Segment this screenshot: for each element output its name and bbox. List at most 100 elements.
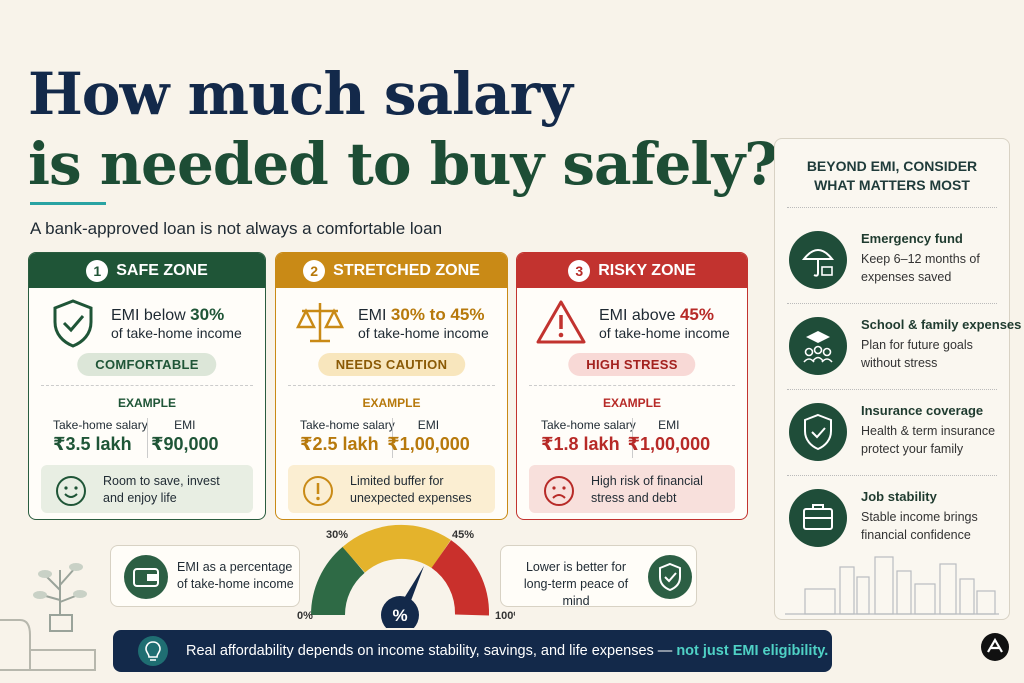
- zone-icon-wrap: [535, 297, 587, 354]
- divider: [632, 418, 633, 458]
- wallet-icon: [124, 555, 168, 599]
- zone-number: 1: [86, 259, 109, 282]
- gauge-stretched: [342, 524, 451, 574]
- divider: [391, 418, 393, 458]
- banner-highlight: not just EMI eligibility.: [676, 643, 829, 659]
- note-icon: [56, 476, 86, 506]
- gauge-label: 30%: [326, 529, 348, 541]
- zone-card: 3 RISKY ZONE EMI above 45% of take-home i…: [516, 252, 748, 520]
- zone-note: Limited buffer for unexpected expenses: [288, 465, 495, 513]
- zone-badge: COMFORTABLE: [77, 353, 217, 376]
- example-label: EXAMPLE: [602, 396, 661, 410]
- emi-label: EMI: [658, 418, 680, 432]
- zone-icon: [295, 303, 345, 343]
- gauge-label: 100%: [495, 610, 515, 622]
- emi-prefix: EMI: [358, 307, 387, 324]
- item-text: Plan for future goals without stress: [861, 338, 973, 370]
- sidebar-item: School & family expenses Plan for future…: [775, 309, 1021, 393]
- gauge-center: %: [392, 606, 407, 625]
- separator: [787, 475, 997, 476]
- emi-prefix: EMI below: [111, 307, 186, 324]
- zone-badge: HIGH STRESS: [568, 353, 696, 376]
- emi-rule: EMI 30% to 45%: [358, 305, 484, 325]
- gauge-safe: [310, 546, 366, 616]
- emi-sub: of take-home income: [111, 325, 242, 341]
- zone-number: 3: [568, 259, 591, 282]
- item-icon: [789, 489, 847, 547]
- zone-name: SAFE ZONE: [116, 261, 208, 279]
- item-icon: [789, 231, 847, 289]
- item-text: Keep 6–12 months of expenses saved: [861, 252, 980, 284]
- zone-icon: [53, 299, 93, 348]
- sidebar-item: Emergency fund Keep 6–12 months of expen…: [775, 223, 1009, 307]
- bulb-icon: [138, 636, 168, 666]
- example-label: EXAMPLE: [362, 396, 421, 410]
- example-label: EXAMPLE: [117, 396, 176, 410]
- salary-label: Take-home salary: [53, 418, 148, 432]
- zone-icon: [536, 300, 586, 344]
- gauge-risky: [430, 540, 489, 616]
- emi-range: 45%: [679, 305, 714, 324]
- emi-rule: EMI below 30%: [111, 305, 224, 325]
- gauge-note: Lower is better for long-term peace of m…: [500, 545, 697, 608]
- banner-text-wrap: Real affordability depends on income sta…: [186, 643, 828, 659]
- zone-name: STRETCHED ZONE: [333, 261, 480, 279]
- item-title: Emergency fund: [861, 231, 963, 246]
- zone-icon-wrap: [294, 297, 346, 354]
- emi-rule: EMI above 45%: [599, 305, 714, 325]
- banner: Real affordability depends on income sta…: [113, 630, 832, 672]
- item-icon: [789, 403, 847, 461]
- item-title: Job stability: [861, 489, 937, 504]
- sidebar-title-line: WHAT MATTERS MOST: [814, 177, 970, 193]
- logo: [981, 633, 1009, 661]
- separator: [41, 385, 253, 386]
- gauge-note: EMI as a percentage of take-home income: [110, 545, 300, 607]
- zone-note-text: Limited buffer for unexpected expenses: [350, 474, 472, 505]
- accent-rule: [30, 202, 106, 205]
- emi-value: ₹1,00,000: [387, 434, 470, 454]
- emi-value: ₹1,00,000: [627, 434, 711, 454]
- note-icon: [544, 476, 574, 506]
- item-text: Health & term insurance protect your fam…: [861, 424, 996, 456]
- zone-card: 2 STRETCHED ZONE EMI 30% to 45% of take-h…: [275, 252, 508, 520]
- zone-note-text: Room to save, invest and enjoy life: [103, 474, 220, 505]
- separator: [787, 207, 997, 208]
- zone-header: 3 RISKY ZONE: [517, 253, 747, 288]
- salary-label: Take-home salary: [300, 418, 395, 432]
- emi-sub: of take-home income: [358, 325, 489, 341]
- gauge-label: 45%: [452, 529, 474, 541]
- zone-note: High risk of financial stress and debt: [529, 465, 735, 513]
- separator: [288, 385, 495, 386]
- emi-range: 30%: [190, 305, 225, 324]
- emi-sub: of take-home income: [599, 325, 730, 341]
- zone-icon-wrap: [47, 297, 99, 354]
- salary-value: ₹1.8 lakh: [541, 434, 620, 454]
- separator: [529, 385, 735, 386]
- zone-card: 1 SAFE ZONE EMI below 30% of take-home in…: [28, 252, 266, 520]
- zone-note: Room to save, invest and enjoy life: [41, 465, 253, 513]
- note-icon: [303, 476, 333, 506]
- gauge: % 0% 30% 45% 100%: [297, 524, 515, 628]
- zone-header: 2 STRETCHED ZONE: [276, 253, 507, 288]
- sidebar-item: Insurance coverage Health & term insuran…: [775, 395, 1009, 479]
- emi-label: EMI: [417, 418, 440, 432]
- sidebar-title: BEYOND EMI, CONSIDER WHAT MATTERS MOST: [775, 157, 1009, 195]
- salary-value: ₹2.5 lakh: [300, 434, 379, 454]
- subtitle: A bank-approved loan is not always a com…: [30, 219, 443, 238]
- sidebar: BEYOND EMI, CONSIDER WHAT MATTERS MOST Em…: [774, 138, 1021, 620]
- decor-plant: [0, 563, 96, 671]
- divider: [147, 418, 148, 458]
- gauge-hub: [381, 596, 419, 628]
- banner-text: Real affordability depends on income sta…: [186, 643, 673, 659]
- item-title: School & family expenses: [861, 317, 1022, 332]
- emi-prefix: EMI above: [599, 307, 676, 324]
- sidebar-title-line: BEYOND EMI, CONSIDER: [806, 158, 978, 174]
- gauge-note-text: Lower is better for long-term peace of m…: [523, 560, 629, 608]
- sidebar-item: Job stability Stable income brings finan…: [775, 481, 1009, 565]
- gauge-label: 0%: [297, 610, 313, 622]
- gauge-note-text: EMI as a percentage of take-home income: [177, 560, 294, 591]
- title-line: is needed to buy safely?: [28, 130, 778, 198]
- zone-header: 1 SAFE ZONE: [29, 253, 265, 288]
- separator: [787, 389, 997, 390]
